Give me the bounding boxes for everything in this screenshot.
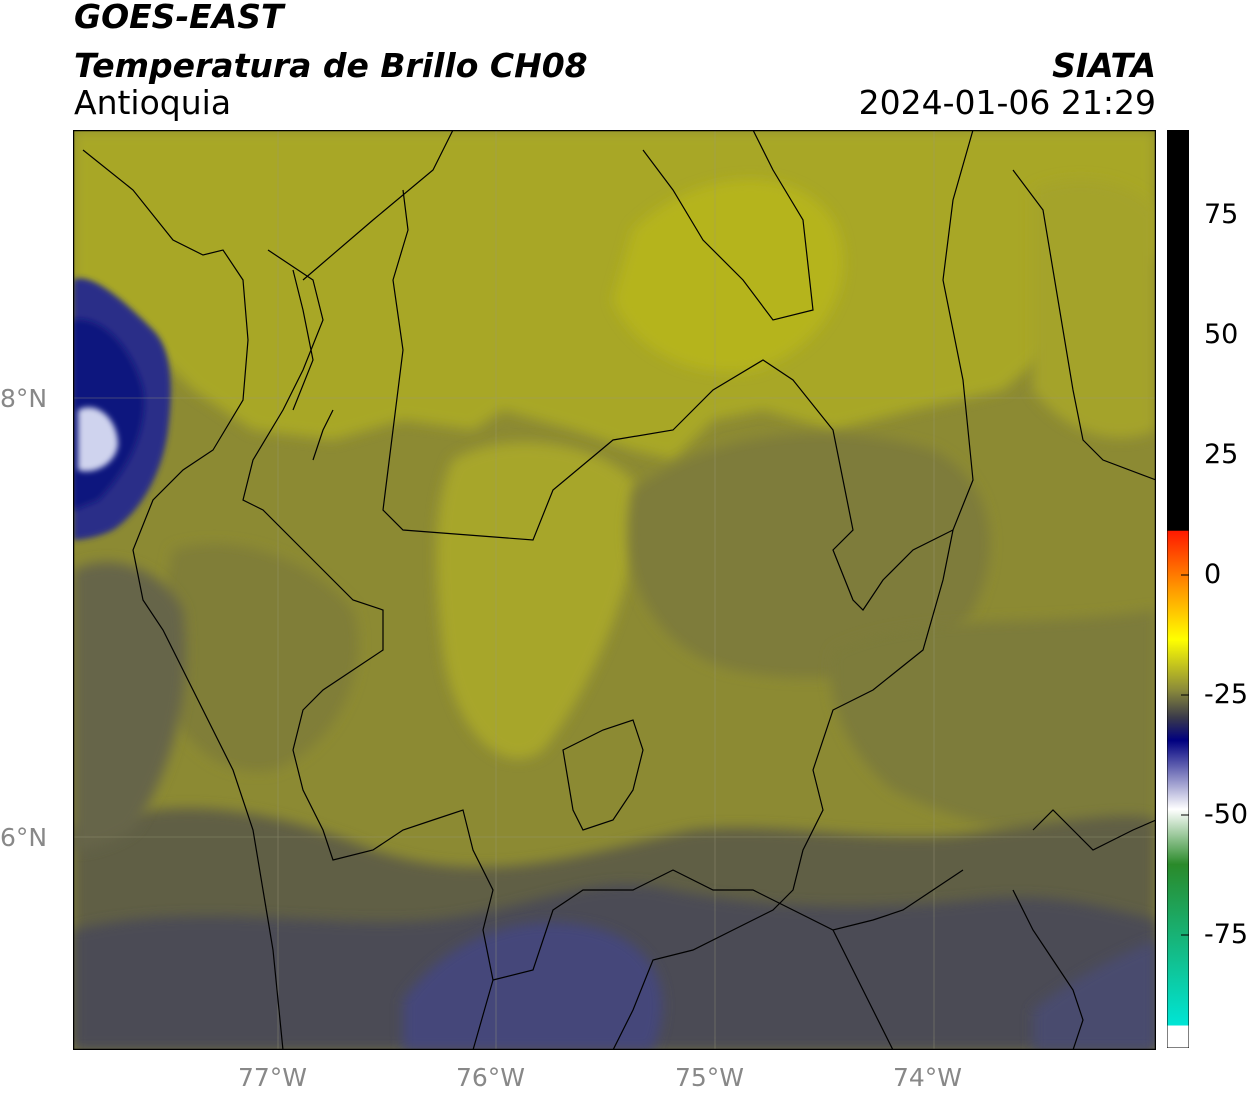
colorbar <box>1167 130 1189 1048</box>
map-frame <box>73 130 1156 1050</box>
dept-inner <box>642 130 814 321</box>
olive-patch-ne <box>1033 179 1156 438</box>
olive-dark-west <box>153 543 359 772</box>
cb-label-75: 75 <box>1204 199 1239 230</box>
cb-label-m25: -25 <box>1204 679 1249 710</box>
olive-bright-patch <box>613 179 844 372</box>
antioquia-north <box>302 130 974 611</box>
pale-cloud-core <box>78 407 118 472</box>
uraba-gulf <box>292 269 334 461</box>
blue-grey-south <box>403 922 663 1050</box>
boundaries <box>82 130 1156 1050</box>
blue-grey-southeast <box>1033 940 1156 1050</box>
lat-label-8n: 8°N <box>0 384 48 413</box>
small-enclave <box>562 719 644 831</box>
antioquia-east <box>612 529 954 1050</box>
east-frag <box>1012 809 1156 1050</box>
lon-label-76w: 76°W <box>456 1063 526 1092</box>
lon-label-77w: 77°W <box>238 1063 308 1092</box>
cb-label-25: 25 <box>1204 439 1239 470</box>
antioquia-south <box>492 869 964 1050</box>
datetime-label: 2024-01-06 21:29 <box>858 83 1156 122</box>
grey-west-strip <box>73 562 186 850</box>
antioquia-west <box>242 249 494 1050</box>
cb-label-50: 50 <box>1204 319 1239 350</box>
olive-dark-center <box>627 433 990 678</box>
graticule <box>73 130 1156 1050</box>
olive-bright-band <box>436 442 637 759</box>
satellite-title: GOES-EAST <box>74 0 284 36</box>
coastline-west <box>82 149 284 1050</box>
lat-label-6n: 6°N <box>0 823 48 852</box>
product-title: Temperatura de Brillo CH08 <box>74 46 588 85</box>
source-label: SIATA <box>1052 46 1156 85</box>
colorbar-fill <box>1167 130 1189 1048</box>
cb-label-0: 0 <box>1204 559 1222 590</box>
santander-border <box>1012 169 1156 481</box>
brightness-temperature-map <box>73 130 1156 1050</box>
lon-label-75w: 75°W <box>675 1063 745 1092</box>
lon-label-74w: 74°W <box>893 1063 963 1092</box>
cb-label-m50: -50 <box>1204 799 1249 830</box>
region-label: Antioquia <box>74 83 232 122</box>
cb-label-m75: -75 <box>1204 919 1249 950</box>
olive-dark-east <box>830 610 1156 838</box>
